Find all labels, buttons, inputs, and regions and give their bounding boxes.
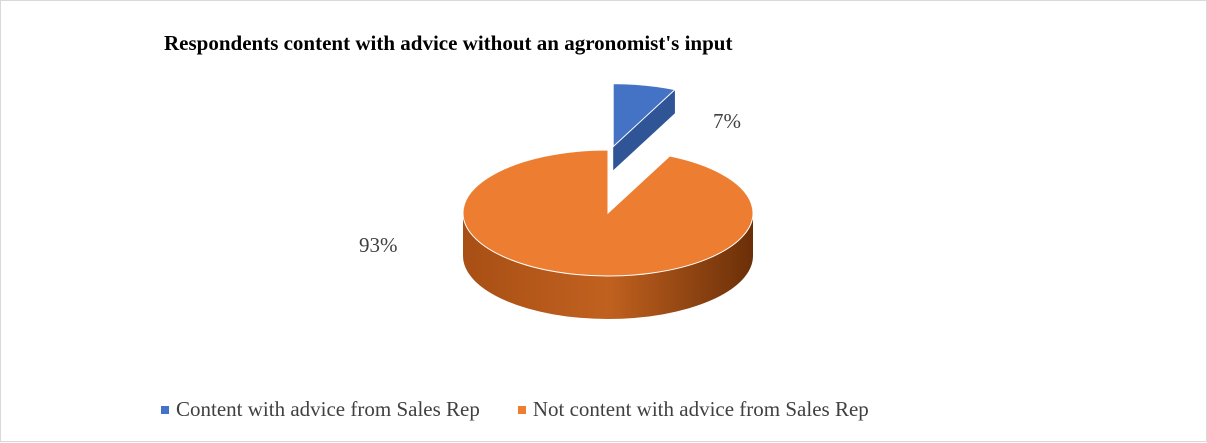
pie-side-not-content: [463, 213, 753, 319]
data-label-content: 7%: [713, 109, 741, 133]
legend-swatch-not-content: [517, 405, 526, 414]
data-label-not-content: 93%: [359, 233, 398, 257]
legend: Content with advice from Sales Rep Not c…: [161, 397, 869, 422]
pie-slice-content: [612, 83, 676, 171]
pie-slice-not-content: [462, 149, 754, 319]
legend-label-content: Content with advice from Sales Rep: [176, 397, 480, 421]
pie-cut-content: [613, 89, 675, 171]
pie-top-content: [612, 83, 676, 148]
legend-item-not-content: Not content with advice from Sales Rep: [517, 397, 869, 422]
legend-item-content: Content with advice from Sales Rep: [161, 397, 480, 422]
pie-top-not-content: [462, 149, 754, 277]
legend-label-not-content: Not content with advice from Sales Rep: [532, 397, 869, 421]
legend-swatch-content: [161, 405, 169, 414]
chart-title: Respondents content with advice without …: [164, 31, 733, 55]
